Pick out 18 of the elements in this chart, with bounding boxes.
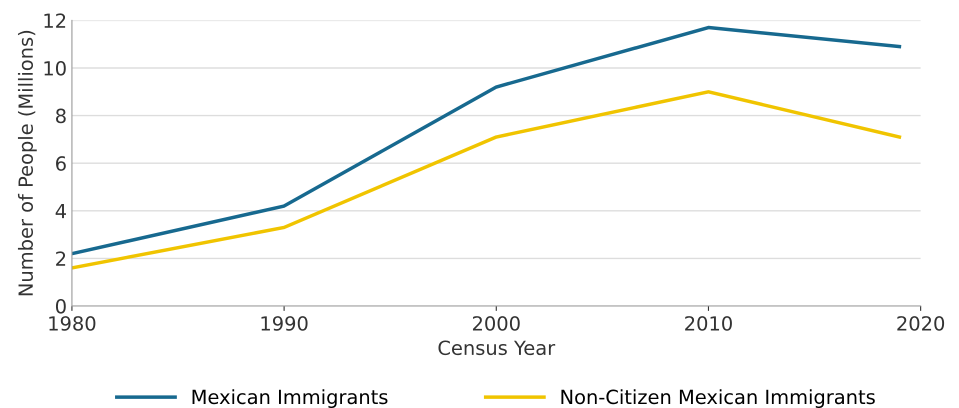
x-tick-label: 2010 [685,316,732,331]
y-tick-label: 10 [44,60,66,76]
y-tick-label: 0 [56,298,66,314]
x-tick-label: 2000 [472,316,520,331]
x-axis-title: Census Year [438,340,556,356]
x-tick-label: 1990 [261,316,308,331]
y-tick-label: 12 [44,13,66,28]
x-tick-label: 1980 [49,316,96,331]
x-tick-label: 2020 [897,316,944,331]
y-tick-label: 2 [56,251,66,266]
legend-label: Non-Citizen Mexican Immigrants [561,389,875,408]
line-series [72,26,902,256]
y-tick-label: 6 [56,156,66,171]
legend-label: Mexican Immigrants [192,389,388,408]
y-axis-title: Number of People (Millions) [18,30,37,296]
line-series [72,90,902,270]
y-tick-label: 8 [56,108,66,124]
y-tick-label: 4 [56,204,66,218]
